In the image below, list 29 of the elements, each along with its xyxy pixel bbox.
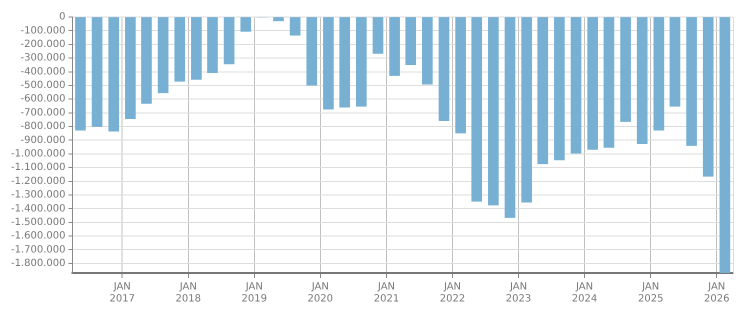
y-tick-label: -200.000 — [20, 38, 66, 50]
y-tick-label: -1.700.000 — [10, 244, 66, 256]
y-tick-label: -100.000 — [20, 25, 66, 36]
y-tick-label: -500.000 — [20, 80, 66, 92]
x-tick-label: JAN 2025 — [638, 282, 664, 305]
x-tick-label: JAN 2021 — [374, 282, 400, 305]
y-tick-label: -300.000 — [20, 52, 66, 64]
y-tick-label: -1.800.000 — [10, 258, 66, 270]
y-tick-label: -1.600.000 — [10, 230, 66, 242]
y-tick-label: -1.100.000 — [10, 162, 66, 174]
y-tick-label: -1.000.000 — [10, 148, 66, 160]
y-tick-label: -1.300.000 — [10, 190, 66, 201]
x-tick-label: JAN 2022 — [440, 282, 466, 305]
y-tick-label: -1.500.000 — [10, 216, 66, 228]
x-tick-label: JAN 2020 — [308, 282, 334, 305]
x-tick-label: JAN 2017 — [110, 282, 135, 305]
y-tick-label: -1.400.000 — [10, 203, 66, 214]
x-tick-label: JAN 2026 — [704, 282, 730, 305]
x-tick-label: JAN 2023 — [506, 282, 532, 305]
x-tick-label: JAN 2024 — [572, 282, 598, 305]
y-tick-label: -600.000 — [20, 94, 66, 105]
y-tick-label: -900.000 — [20, 134, 66, 146]
y-tick-label: -1.200.000 — [10, 176, 66, 187]
y-tick-label: -400.000 — [20, 66, 66, 78]
y-tick-label: 0 — [59, 12, 66, 23]
x-tick-label: JAN 2018 — [176, 282, 201, 305]
x-tick-label: JAN 2019 — [242, 282, 267, 305]
y-tick-label: -800.000 — [20, 121, 66, 132]
y-tick-label: -700.000 — [20, 107, 66, 118]
